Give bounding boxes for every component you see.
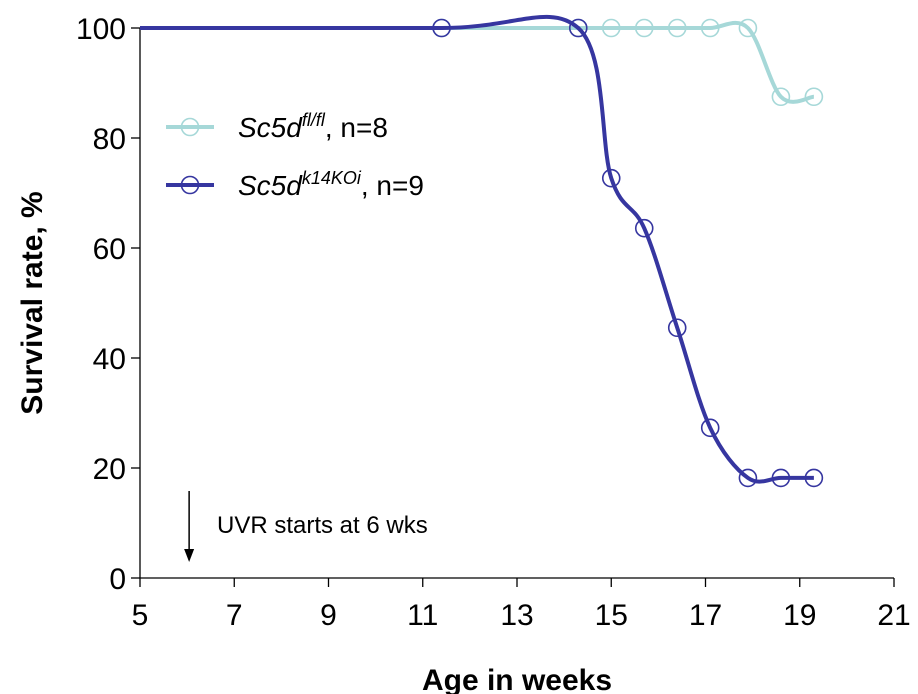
y-axis-title: Survival rate, %	[16, 191, 49, 414]
legend-label: Sc5dfl/fl, n=8	[238, 110, 388, 143]
series-2-point	[700, 418, 720, 438]
x-tick-label: 5	[132, 599, 149, 632]
y-tick-label: 0	[109, 563, 126, 596]
series-layer	[140, 14, 824, 488]
x-tick-label: 9	[320, 599, 337, 632]
series-1-point	[700, 18, 720, 38]
legend-label-count: , n=8	[325, 112, 388, 143]
series-2-line	[140, 14, 814, 484]
uvr-arrow-head	[184, 549, 195, 562]
legend-swatch-marker	[180, 117, 200, 137]
y-tick-label: 80	[93, 123, 126, 156]
series-1-point	[771, 87, 791, 107]
series-2-point	[568, 18, 588, 38]
legend-swatch-marker	[180, 175, 200, 195]
series-2-point	[601, 168, 621, 188]
series-1-point	[738, 18, 758, 38]
series-1-point	[804, 87, 824, 107]
y-tick-label: 20	[93, 453, 126, 486]
annotation: UVR starts at 6 wks	[184, 491, 428, 562]
y-tick-label: 40	[93, 343, 126, 376]
x-tick-label: 13	[500, 599, 533, 632]
series-2-point	[804, 468, 824, 488]
x-tick-label: 11	[407, 599, 438, 632]
legend-label-gene: Sc5d	[238, 170, 303, 201]
series-2-point	[771, 468, 791, 488]
series-2-point	[634, 218, 654, 238]
x-tick-label: 7	[226, 599, 243, 632]
series-2-point	[738, 468, 758, 488]
series-1-point	[667, 18, 687, 38]
legend-label: Sc5dk14KOi, n=9	[238, 168, 424, 201]
series-2-point	[667, 318, 687, 338]
legend-label-count: , n=9	[361, 170, 424, 201]
uvr-annotation-text: UVR starts at 6 wks	[217, 512, 428, 539]
series-1-point	[634, 18, 654, 38]
legend-label-superscript: fl/fl	[302, 110, 326, 130]
series-1-line	[140, 20, 815, 104]
y-tick-label: 100	[76, 13, 126, 46]
axes: 0 20 40 60 80 100 5 7 9 11 13 15 17 19 21	[76, 13, 911, 632]
x-tick-label: 21	[877, 599, 910, 632]
x-tick-label: 15	[595, 599, 628, 632]
x-tick-label: 17	[689, 599, 722, 632]
legend-label-gene: Sc5d	[238, 112, 303, 143]
x-axis-title: Age in weeks	[422, 664, 612, 694]
series-2-point	[432, 18, 451, 38]
y-tick-label: 60	[93, 233, 126, 266]
x-tick-label: 19	[783, 599, 816, 632]
series-1-point	[601, 18, 621, 38]
legend-label-superscript: k14KOi	[302, 168, 362, 188]
